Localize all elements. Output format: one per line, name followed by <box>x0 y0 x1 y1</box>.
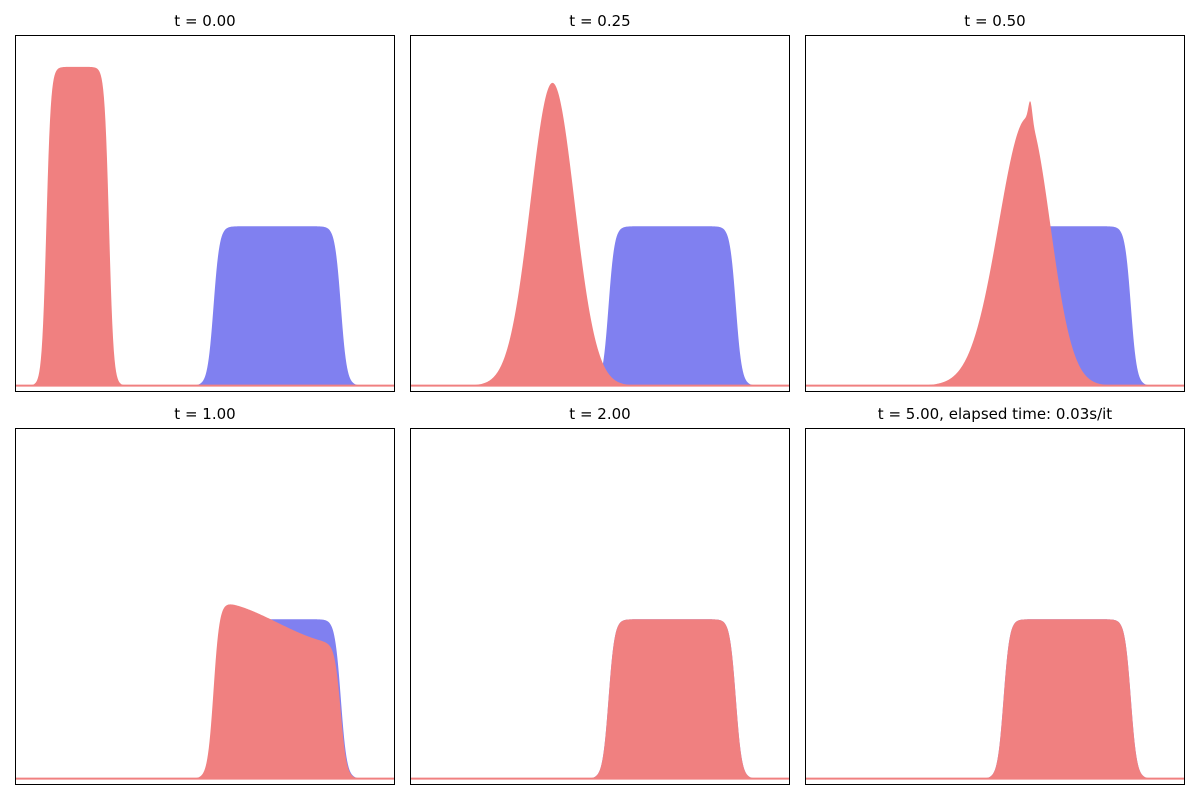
panel-title: t = 0.00 <box>174 12 236 30</box>
axes-frame <box>805 428 1185 785</box>
plot-area <box>805 35 1185 392</box>
plot-area <box>410 428 790 785</box>
panel-title: t = 1.00 <box>174 405 236 423</box>
series-target <box>805 226 1185 386</box>
axes-frame <box>410 35 790 392</box>
panel-title: t = 5.00, elapsed time: 0.03s/it <box>877 405 1113 423</box>
series-density <box>15 604 395 779</box>
plot-area <box>15 428 395 785</box>
panel-title: t = 0.50 <box>964 12 1026 30</box>
plot-area <box>15 35 395 392</box>
axes-frame <box>410 428 790 785</box>
series-initial-pulse <box>15 66 395 386</box>
chart-svg <box>15 35 395 392</box>
chart-svg <box>410 35 790 392</box>
chart-svg <box>15 428 395 785</box>
axes-frame <box>15 35 395 392</box>
axes-frame <box>15 428 395 785</box>
series-density <box>805 619 1185 779</box>
series-target <box>15 226 395 386</box>
series-target <box>410 226 790 386</box>
series-density <box>805 100 1185 386</box>
chart-svg <box>410 428 790 785</box>
panel-title: t = 2.00 <box>569 405 631 423</box>
plot-area <box>805 428 1185 785</box>
axes-frame <box>805 35 1185 392</box>
chart-svg <box>805 35 1185 392</box>
series-density <box>410 619 790 779</box>
panel-title: t = 0.25 <box>569 12 631 30</box>
plot-area <box>410 35 790 392</box>
chart-svg <box>805 428 1185 785</box>
